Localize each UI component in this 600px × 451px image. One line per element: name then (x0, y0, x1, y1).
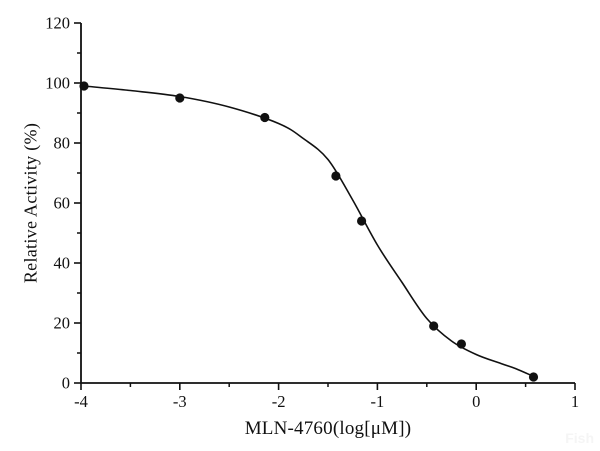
data-point-marker (331, 171, 341, 181)
y-axis-tick-label: 120 (45, 14, 70, 33)
data-point-marker (429, 321, 439, 331)
x-axis-tick-label: 0 (472, 392, 480, 411)
x-axis-title: MLN-4760(log[μM]) (244, 418, 412, 439)
y-axis-tick-label: 60 (54, 194, 71, 213)
x-axis-tick-label: 1 (571, 392, 579, 411)
watermark: Fish (565, 430, 594, 446)
axes-frame (80, 23, 575, 384)
data-point-marker (175, 93, 185, 103)
x-axis-tick-label: -3 (173, 392, 187, 411)
x-axis-tick-label: -4 (74, 392, 88, 411)
data-point-marker (357, 216, 367, 226)
y-axis-tick-label: 40 (54, 254, 71, 273)
data-point-marker (528, 372, 539, 382)
x-axis-tick-label: -2 (272, 392, 286, 411)
y-axis-tick-label: 20 (54, 314, 71, 333)
fit-curve-path (83, 85, 535, 378)
data-point-marker (260, 112, 270, 123)
y-axis-tick-label: 100 (45, 74, 70, 93)
data-point-marker (456, 339, 466, 349)
y-axis-tick-label: 0 (62, 374, 70, 393)
y-axis-title: Relative Activity (%) (20, 122, 41, 284)
y-axis-tick-label: 80 (54, 134, 71, 153)
x-axis-tick-label: -1 (371, 392, 385, 411)
data-point-marker (79, 81, 89, 91)
